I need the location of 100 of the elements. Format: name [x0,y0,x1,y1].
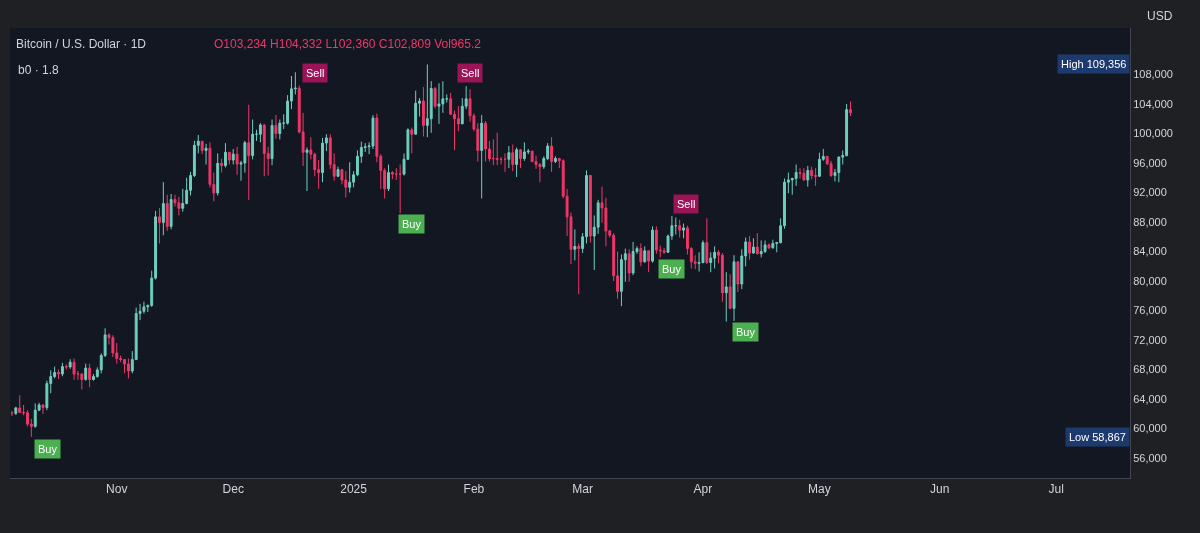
candlestick [674,217,678,236]
candlestick [235,146,239,176]
candlestick [748,235,751,261]
candlestick [817,152,821,178]
candlestick [720,252,724,303]
y-tick-label: 92,000 [1133,186,1167,199]
candlestick [802,167,806,182]
y-tick-label: 76,000 [1133,304,1167,317]
candlestick [14,406,18,416]
candlestick [274,114,278,140]
annotation: Buy [662,263,682,275]
candlestick [278,118,282,140]
y-tick-label: 108,000 [1133,68,1173,81]
annotation: b0 · 1.8 [18,63,60,77]
candlestick [662,247,666,255]
x-tick-label: Jun [930,482,950,497]
candlestick [577,242,581,295]
candlestick [732,254,736,322]
candlestick [763,239,767,254]
text: USD [1147,9,1173,23]
candlestick [126,357,130,379]
candlestick [344,170,348,199]
candlestick [759,239,763,258]
candlestick [480,114,484,199]
y-tick-label: 84,000 [1133,245,1167,258]
candlestick [491,138,495,166]
candlestick [814,167,817,187]
candlestick [84,363,88,382]
candlestick [522,141,526,162]
candlestick [33,402,37,429]
x-tick-label: 2025 [340,482,368,497]
candlestick [57,369,60,380]
candlestick [806,165,810,188]
x-tick-label: Feb [463,482,485,497]
y-tick-label: 64,000 [1133,392,1167,405]
candlestick [651,225,654,264]
candlestick [220,158,224,174]
candlestick [224,142,227,168]
x-tick-label: May [808,482,831,497]
candlestick [550,136,554,173]
candlestick [64,363,68,371]
y-tick-label: 80,000 [1133,274,1167,287]
x-tick-label: Jul [1048,482,1064,497]
x-tick-label: Nov [106,482,128,497]
candlestick [495,132,499,166]
candlestick [767,242,771,250]
candlestick [387,163,390,192]
annotation: Buy [38,443,58,455]
candlestick [336,166,340,178]
candlestick [398,163,402,214]
candlestick [573,228,577,261]
candlestick [849,101,852,117]
candlestick [177,196,181,216]
candlestick [798,167,802,179]
y-tick-label: 96,000 [1133,156,1167,169]
candlestick [60,362,64,377]
candlestick [41,404,45,415]
candlestick [829,160,833,178]
candlestick [227,151,231,165]
candlestick [631,241,635,276]
y-tick-label: 72,000 [1133,333,1167,346]
candlestick [643,245,647,264]
y-tick-label: 60,000 [1133,422,1167,435]
candlestick [619,253,623,307]
candlestick [654,225,658,255]
candlestick [647,250,651,273]
candlestick [437,82,441,125]
candlestick [678,219,682,239]
candlestick [771,239,775,250]
candlestick [511,144,515,172]
candlestick [165,194,169,232]
candlestick [736,260,740,293]
candlestick [262,123,266,177]
candlestick [258,122,262,143]
text: Bitcoin / U.S. Dollar · 1D [16,37,147,52]
candlestick [627,248,631,283]
candlestick [305,147,309,192]
candlestick [158,207,161,244]
candlestick [503,152,507,173]
candlestick [390,170,394,180]
candlestick [755,232,759,255]
candlestick [321,137,324,183]
y-tick-label: 100,000 [1133,127,1173,140]
candlestick [724,271,728,323]
candlestick [410,127,414,154]
annotation: High 109,356 [1061,58,1127,70]
candlestick [270,118,274,166]
candlestick [72,357,76,381]
y-tick-label: 104,000 [1133,97,1173,110]
candlestick [216,152,220,196]
candlestick [18,394,22,414]
annotation: Buy [402,218,422,230]
candlestick [422,86,425,137]
candlestick [169,193,173,230]
candlestick [425,63,429,138]
candlestick [161,181,165,236]
annotation: Buy [736,326,756,338]
y-tick-label: 88,000 [1133,215,1167,228]
candlestick [751,237,755,255]
annotation: Sell [677,198,696,210]
